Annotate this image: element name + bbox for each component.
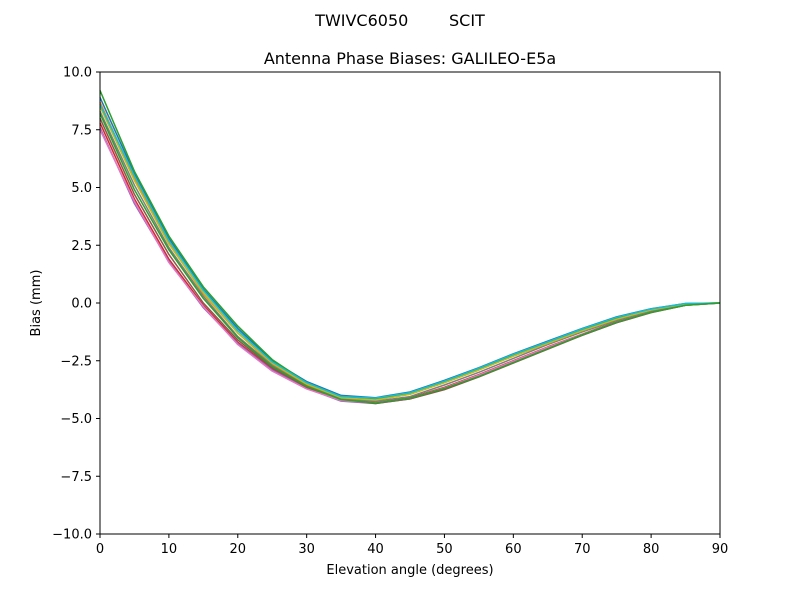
x-axis-ticks: 0 10 20 30 40 50 60 70 80 90 xyxy=(96,534,728,557)
series-lines xyxy=(99,90,721,405)
x-tick-label: 70 xyxy=(574,542,591,557)
series-line-9 xyxy=(99,106,721,401)
y-tick-label: 2.5 xyxy=(71,239,92,254)
y-axis-label: Bias (mm) xyxy=(29,270,44,337)
x-tick-label: 80 xyxy=(643,542,660,557)
y-tick-label: 10.0 xyxy=(63,66,92,81)
chart-title: Antenna Phase Biases: GALILEO-E5a xyxy=(264,49,556,68)
x-tick-label: 60 xyxy=(505,542,522,557)
y-tick-label: −10.0 xyxy=(52,528,92,543)
y-tick-label: 5.0 xyxy=(71,181,92,196)
x-tick-label: 50 xyxy=(436,542,453,557)
x-axis-label: Elevation angle (degrees) xyxy=(326,563,493,578)
x-tick-label: 20 xyxy=(230,542,247,557)
y-tick-label: −5.0 xyxy=(60,412,92,427)
figure-suptitle: TWIVC6050 SCIT xyxy=(314,11,485,30)
x-tick-label: 90 xyxy=(712,542,729,557)
series-line-10 xyxy=(99,104,721,399)
x-tick-label: 40 xyxy=(367,542,384,557)
series-line-8 xyxy=(99,110,721,402)
y-tick-label: 7.5 xyxy=(71,123,92,138)
y-tick-label: −7.5 xyxy=(60,470,92,485)
x-tick-label: 30 xyxy=(298,542,315,557)
x-tick-label: 10 xyxy=(161,542,178,557)
x-tick-label: 0 xyxy=(96,542,104,557)
y-tick-label: −2.5 xyxy=(60,354,92,369)
y-axis-ticks: −10.0 −7.5 −5.0 −2.5 0.0 2.5 5.0 7.5 10.0 xyxy=(52,66,100,543)
y-tick-label: 0.0 xyxy=(71,297,92,312)
series-line-11 xyxy=(99,113,721,404)
